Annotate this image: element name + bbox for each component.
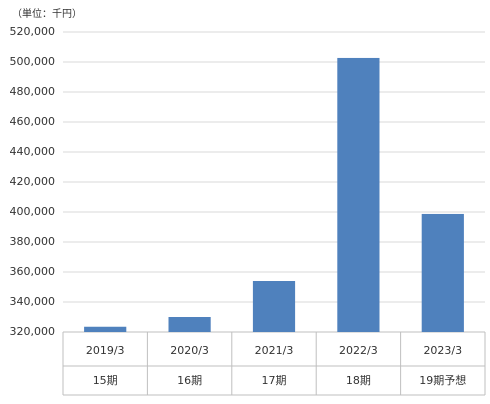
bar <box>84 326 127 332</box>
x-tick-label: 2020/3 <box>170 344 209 357</box>
period-label: 17期 <box>262 374 287 387</box>
period-label: 15期 <box>93 374 118 387</box>
y-tick-label: 500,000 <box>10 55 56 68</box>
period-label: 16期 <box>177 374 202 387</box>
unit-label: （単位：千円） <box>12 7 82 20</box>
period-label: 18期 <box>346 374 371 387</box>
x-tick-label: 2019/3 <box>86 344 125 357</box>
y-tick-label: 520,000 <box>10 25 56 38</box>
bar <box>421 213 464 332</box>
x-tick-label: 2021/3 <box>255 344 294 357</box>
x-tick-label: 2023/3 <box>423 344 462 357</box>
y-tick-label: 380,000 <box>10 235 56 248</box>
bar <box>337 57 380 332</box>
bar <box>252 281 296 332</box>
bar <box>168 317 211 332</box>
y-tick-label: 420,000 <box>10 175 56 188</box>
y-tick-label: 480,000 <box>10 85 56 98</box>
y-tick-label: 340,000 <box>10 295 56 308</box>
y-tick-label: 360,000 <box>10 265 56 278</box>
y-tick-label: 400,000 <box>10 205 56 218</box>
period-label: 19期予想 <box>419 373 466 387</box>
x-tick-label: 2022/3 <box>339 344 378 357</box>
y-tick-label: 460,000 <box>10 115 56 128</box>
y-tick-label: 320,000 <box>10 325 56 338</box>
y-tick-label: 440,000 <box>10 145 56 158</box>
